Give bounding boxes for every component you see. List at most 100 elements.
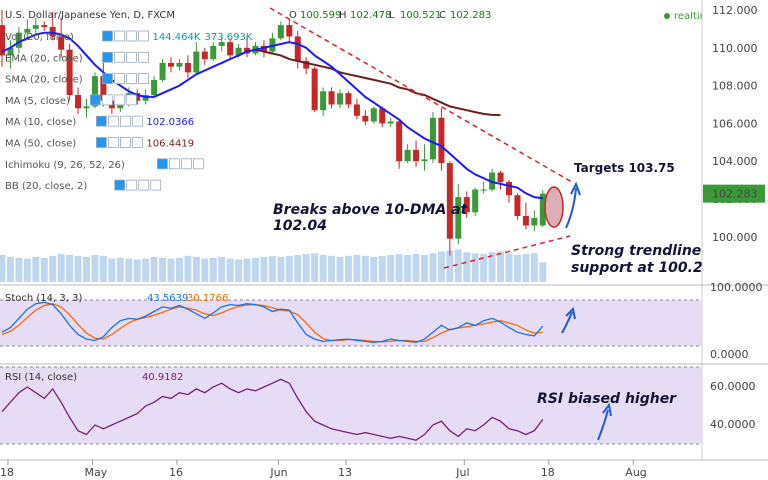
candle-body <box>75 95 82 109</box>
indicator-value: 106.4419 <box>146 139 194 150</box>
indicator-label[interactable]: BB (20, close, 2) <box>5 181 87 192</box>
eye-icon[interactable] <box>156 158 168 170</box>
price-tick: 106.000 <box>712 117 758 130</box>
candle-body <box>235 47 242 56</box>
rsi-annotation: RSI biased higher <box>537 391 677 407</box>
more-icon[interactable] <box>150 179 162 191</box>
indicator-value: 373.693K <box>205 32 253 43</box>
close-icon[interactable] <box>113 94 125 106</box>
more-icon[interactable] <box>125 94 137 106</box>
ohlc-close: 102.283 <box>450 10 491 21</box>
eye-icon[interactable] <box>102 73 113 84</box>
ma10-line <box>1 31 543 200</box>
candle-body <box>41 25 48 28</box>
volume-bar <box>184 255 192 282</box>
indicator-label[interactable]: Ichimoku (9, 26, 52, 26) <box>5 160 125 171</box>
price-axis[interactable] <box>702 0 768 285</box>
gear-icon[interactable] <box>101 94 113 106</box>
candle-body <box>455 197 462 239</box>
candle-body <box>421 159 428 162</box>
candle-body <box>201 51 208 60</box>
volume-bar <box>404 255 412 282</box>
gear-icon[interactable] <box>168 158 180 170</box>
close-icon[interactable] <box>120 137 131 148</box>
candle-body <box>176 62 183 67</box>
indicator-legend: U.S. Dollar/Japanese Yen, D, FXCM O 100.… <box>5 10 716 192</box>
candle-body <box>337 93 343 105</box>
gear-icon[interactable] <box>108 137 119 148</box>
candle-body <box>387 121 394 124</box>
candle-body <box>66 49 73 96</box>
volume-bar <box>378 255 386 282</box>
candle-body <box>413 149 420 162</box>
candle-body <box>303 61 310 69</box>
volume-bar <box>463 252 471 282</box>
time-tick-label: 13 <box>338 466 352 479</box>
stoch-k-value: 43.5639 <box>147 293 188 304</box>
close-icon[interactable] <box>138 179 150 191</box>
volume-bar <box>395 254 403 282</box>
time-tick-label: Jun <box>269 466 287 479</box>
indicator-label[interactable]: MA (5, close) <box>5 96 70 107</box>
more-icon[interactable] <box>138 30 149 42</box>
more-icon[interactable] <box>138 73 149 84</box>
breaks-annotation-line1: Breaks above 10-DMA at <box>273 202 469 218</box>
volume-bar <box>108 258 116 282</box>
close-icon[interactable] <box>126 30 137 42</box>
ohlc-high: 102.478 <box>350 10 391 21</box>
gear-icon[interactable] <box>108 115 119 127</box>
volume-bar <box>328 255 336 282</box>
more-icon[interactable] <box>138 51 149 63</box>
close-icon[interactable] <box>120 115 131 127</box>
candle-body <box>438 117 445 164</box>
realtime-label[interactable]: realtime <box>674 11 716 22</box>
more-icon[interactable] <box>131 115 143 127</box>
volume-bar <box>539 262 547 282</box>
indicator-label[interactable]: Vol (20, false) <box>5 32 74 43</box>
indicator-label[interactable]: MA (50, close) <box>5 139 76 150</box>
stoch-d-value: 30.1766 <box>187 293 228 304</box>
candle-body <box>218 42 225 46</box>
volume-bar <box>252 257 259 282</box>
candle-body <box>24 28 31 33</box>
indicator-label[interactable]: MA (10, close) <box>5 117 76 128</box>
candle-body <box>277 25 284 39</box>
volume-bar <box>150 256 158 282</box>
volume-bar <box>218 256 226 282</box>
close-icon[interactable] <box>126 51 137 63</box>
close-icon[interactable] <box>126 73 137 84</box>
time-axis: 18 May 16 Jun 13 Jul 18 Aug <box>0 460 647 479</box>
indicator-label[interactable]: EMA (20, close) <box>5 53 83 64</box>
volume-bar <box>268 255 276 282</box>
volume-bar <box>277 256 285 282</box>
close-icon[interactable] <box>180 158 192 170</box>
more-icon[interactable] <box>192 158 204 170</box>
volume-bar <box>497 251 505 282</box>
volume-bar <box>437 251 445 282</box>
rsi-tick-40: 40.0000 <box>710 418 756 431</box>
candle-body <box>531 217 538 226</box>
gear-icon[interactable] <box>114 51 125 63</box>
ma50-line <box>255 48 501 117</box>
candle-body <box>83 106 90 109</box>
more-icon[interactable] <box>131 137 143 148</box>
gear-icon[interactable] <box>114 73 125 84</box>
eye-icon[interactable] <box>114 179 126 191</box>
stoch-tick-100: 100.0000 <box>710 281 763 294</box>
candle-body <box>497 172 504 182</box>
candle-body <box>522 216 529 226</box>
ohlc-high-label: H <box>339 10 347 21</box>
gear-icon[interactable] <box>114 30 125 42</box>
gear-icon[interactable] <box>126 179 138 191</box>
eye-icon[interactable] <box>96 137 107 148</box>
eye-icon[interactable] <box>102 51 113 63</box>
volume-bar <box>243 258 251 282</box>
candle-body <box>446 163 453 239</box>
ohlc-low-label: L <box>389 10 395 21</box>
eye-icon[interactable] <box>102 30 113 42</box>
indicator-label[interactable]: SMA (20, close) <box>5 75 83 86</box>
volume-bar <box>454 249 462 282</box>
eye-icon[interactable] <box>96 115 107 127</box>
volume-bar <box>505 253 513 282</box>
eye-icon[interactable] <box>89 94 101 106</box>
